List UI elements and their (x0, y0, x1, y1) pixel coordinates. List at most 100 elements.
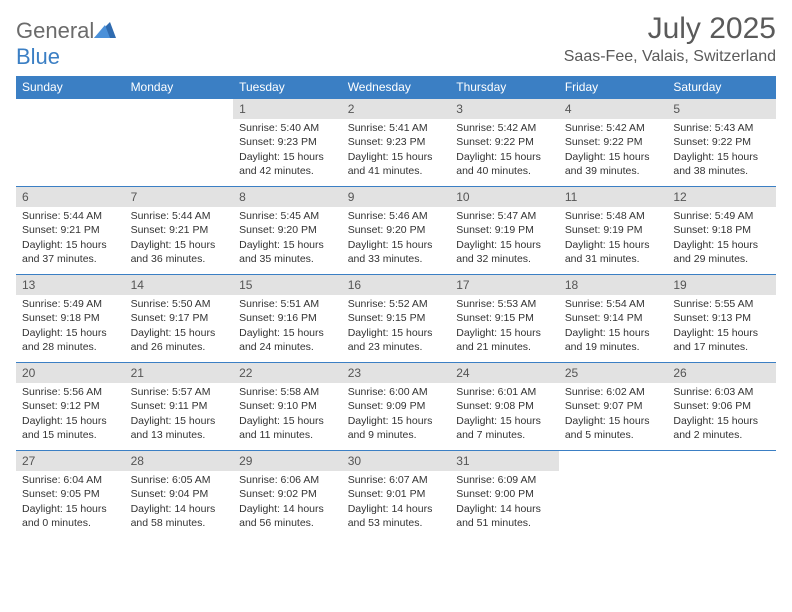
daylight-text: and 42 minutes. (239, 164, 336, 178)
daylight-text: Daylight: 14 hours (239, 502, 336, 516)
daylight-text: Daylight: 15 hours (565, 238, 662, 252)
day-content: Sunrise: 5:57 AMSunset: 9:11 PMDaylight:… (125, 383, 234, 446)
sunrise-text: Sunrise: 5:54 AM (565, 297, 662, 311)
daylight-text: Daylight: 15 hours (673, 150, 770, 164)
daylight-text: Daylight: 15 hours (673, 326, 770, 340)
calendar-cell: 7Sunrise: 5:44 AMSunset: 9:21 PMDaylight… (125, 187, 234, 275)
day-content: Sunrise: 5:49 AMSunset: 9:18 PMDaylight:… (667, 207, 776, 270)
day-number: 14 (125, 275, 234, 295)
daylight-text: and 29 minutes. (673, 252, 770, 266)
daylight-text: Daylight: 15 hours (348, 150, 445, 164)
daylight-text: Daylight: 15 hours (131, 326, 228, 340)
day-header: Saturday (667, 76, 776, 99)
day-content: Sunrise: 5:41 AMSunset: 9:23 PMDaylight:… (342, 119, 451, 182)
sunrise-text: Sunrise: 5:44 AM (131, 209, 228, 223)
day-header: Monday (125, 76, 234, 99)
sunrise-text: Sunrise: 5:49 AM (673, 209, 770, 223)
day-content: Sunrise: 5:40 AMSunset: 9:23 PMDaylight:… (233, 119, 342, 182)
daylight-text: Daylight: 15 hours (456, 326, 553, 340)
daylight-text: Daylight: 15 hours (348, 414, 445, 428)
calendar-cell: 4Sunrise: 5:42 AMSunset: 9:22 PMDaylight… (559, 99, 668, 187)
calendar-cell: 14Sunrise: 5:50 AMSunset: 9:17 PMDayligh… (125, 275, 234, 363)
calendar-cell: 8Sunrise: 5:45 AMSunset: 9:20 PMDaylight… (233, 187, 342, 275)
sunrise-text: Sunrise: 5:40 AM (239, 121, 336, 135)
sunset-text: Sunset: 9:15 PM (348, 311, 445, 325)
sunrise-text: Sunrise: 5:45 AM (239, 209, 336, 223)
calendar-cell: 3Sunrise: 5:42 AMSunset: 9:22 PMDaylight… (450, 99, 559, 187)
daylight-text: and 35 minutes. (239, 252, 336, 266)
day-number: 11 (559, 187, 668, 207)
day-content: Sunrise: 6:07 AMSunset: 9:01 PMDaylight:… (342, 471, 451, 534)
daylight-text: and 38 minutes. (673, 164, 770, 178)
day-number: 27 (16, 451, 125, 471)
daylight-text: Daylight: 14 hours (348, 502, 445, 516)
calendar-cell: 30Sunrise: 6:07 AMSunset: 9:01 PMDayligh… (342, 451, 451, 539)
sunrise-text: Sunrise: 5:55 AM (673, 297, 770, 311)
month-title: July 2025 (564, 12, 776, 46)
calendar-cell: 13Sunrise: 5:49 AMSunset: 9:18 PMDayligh… (16, 275, 125, 363)
sunset-text: Sunset: 9:11 PM (131, 399, 228, 413)
day-header: Sunday (16, 76, 125, 99)
daylight-text: and 33 minutes. (348, 252, 445, 266)
sunset-text: Sunset: 9:20 PM (239, 223, 336, 237)
triangle-icon (94, 18, 116, 44)
calendar-cell: 5Sunrise: 5:43 AMSunset: 9:22 PMDaylight… (667, 99, 776, 187)
daylight-text: and 41 minutes. (348, 164, 445, 178)
daylight-text: Daylight: 15 hours (565, 150, 662, 164)
sunset-text: Sunset: 9:21 PM (22, 223, 119, 237)
day-number: 15 (233, 275, 342, 295)
calendar-cell: 19Sunrise: 5:55 AMSunset: 9:13 PMDayligh… (667, 275, 776, 363)
sunset-text: Sunset: 9:01 PM (348, 487, 445, 501)
day-number: 16 (342, 275, 451, 295)
sunrise-text: Sunrise: 6:04 AM (22, 473, 119, 487)
sunset-text: Sunset: 9:14 PM (565, 311, 662, 325)
daylight-text: Daylight: 15 hours (456, 238, 553, 252)
daylight-text: and 0 minutes. (22, 516, 119, 530)
calendar-cell: .. (667, 451, 776, 539)
daylight-text: Daylight: 15 hours (348, 326, 445, 340)
day-number: 18 (559, 275, 668, 295)
day-header: Wednesday (342, 76, 451, 99)
daylight-text: and 51 minutes. (456, 516, 553, 530)
daylight-text: Daylight: 15 hours (239, 326, 336, 340)
day-number: 20 (16, 363, 125, 383)
day-number: 28 (125, 451, 234, 471)
daylight-text: and 37 minutes. (22, 252, 119, 266)
calendar-cell: 6Sunrise: 5:44 AMSunset: 9:21 PMDaylight… (16, 187, 125, 275)
day-number: 23 (342, 363, 451, 383)
day-number: 26 (667, 363, 776, 383)
calendar-cell: 1Sunrise: 5:40 AMSunset: 9:23 PMDaylight… (233, 99, 342, 187)
sunset-text: Sunset: 9:08 PM (456, 399, 553, 413)
daylight-text: and 39 minutes. (565, 164, 662, 178)
sunset-text: Sunset: 9:09 PM (348, 399, 445, 413)
calendar-cell: 9Sunrise: 5:46 AMSunset: 9:20 PMDaylight… (342, 187, 451, 275)
calendar-cell: 21Sunrise: 5:57 AMSunset: 9:11 PMDayligh… (125, 363, 234, 451)
day-number: 10 (450, 187, 559, 207)
sunrise-text: Sunrise: 5:58 AM (239, 385, 336, 399)
day-content: Sunrise: 5:51 AMSunset: 9:16 PMDaylight:… (233, 295, 342, 358)
daylight-text: and 58 minutes. (131, 516, 228, 530)
day-number: 31 (450, 451, 559, 471)
daylight-text: and 5 minutes. (565, 428, 662, 442)
sunrise-text: Sunrise: 5:43 AM (673, 121, 770, 135)
sunset-text: Sunset: 9:17 PM (131, 311, 228, 325)
sunset-text: Sunset: 9:19 PM (456, 223, 553, 237)
title-block: July 2025 Saas-Fee, Valais, Switzerland (564, 12, 776, 66)
daylight-text: Daylight: 15 hours (239, 150, 336, 164)
day-number: 2 (342, 99, 451, 119)
day-content: Sunrise: 6:06 AMSunset: 9:02 PMDaylight:… (233, 471, 342, 534)
sunrise-text: Sunrise: 5:57 AM (131, 385, 228, 399)
calendar-cell: .. (125, 99, 234, 187)
calendar-row: 6Sunrise: 5:44 AMSunset: 9:21 PMDaylight… (16, 187, 776, 275)
sunrise-text: Sunrise: 5:46 AM (348, 209, 445, 223)
daylight-text: Daylight: 15 hours (456, 150, 553, 164)
calendar-cell: 29Sunrise: 6:06 AMSunset: 9:02 PMDayligh… (233, 451, 342, 539)
calendar-cell: 28Sunrise: 6:05 AMSunset: 9:04 PMDayligh… (125, 451, 234, 539)
daylight-text: and 53 minutes. (348, 516, 445, 530)
sunrise-text: Sunrise: 5:41 AM (348, 121, 445, 135)
day-number: 22 (233, 363, 342, 383)
brand-logo: GeneralBlue (16, 18, 116, 70)
day-number: 13 (16, 275, 125, 295)
brand-part2: Blue (16, 44, 60, 69)
day-content: Sunrise: 6:01 AMSunset: 9:08 PMDaylight:… (450, 383, 559, 446)
